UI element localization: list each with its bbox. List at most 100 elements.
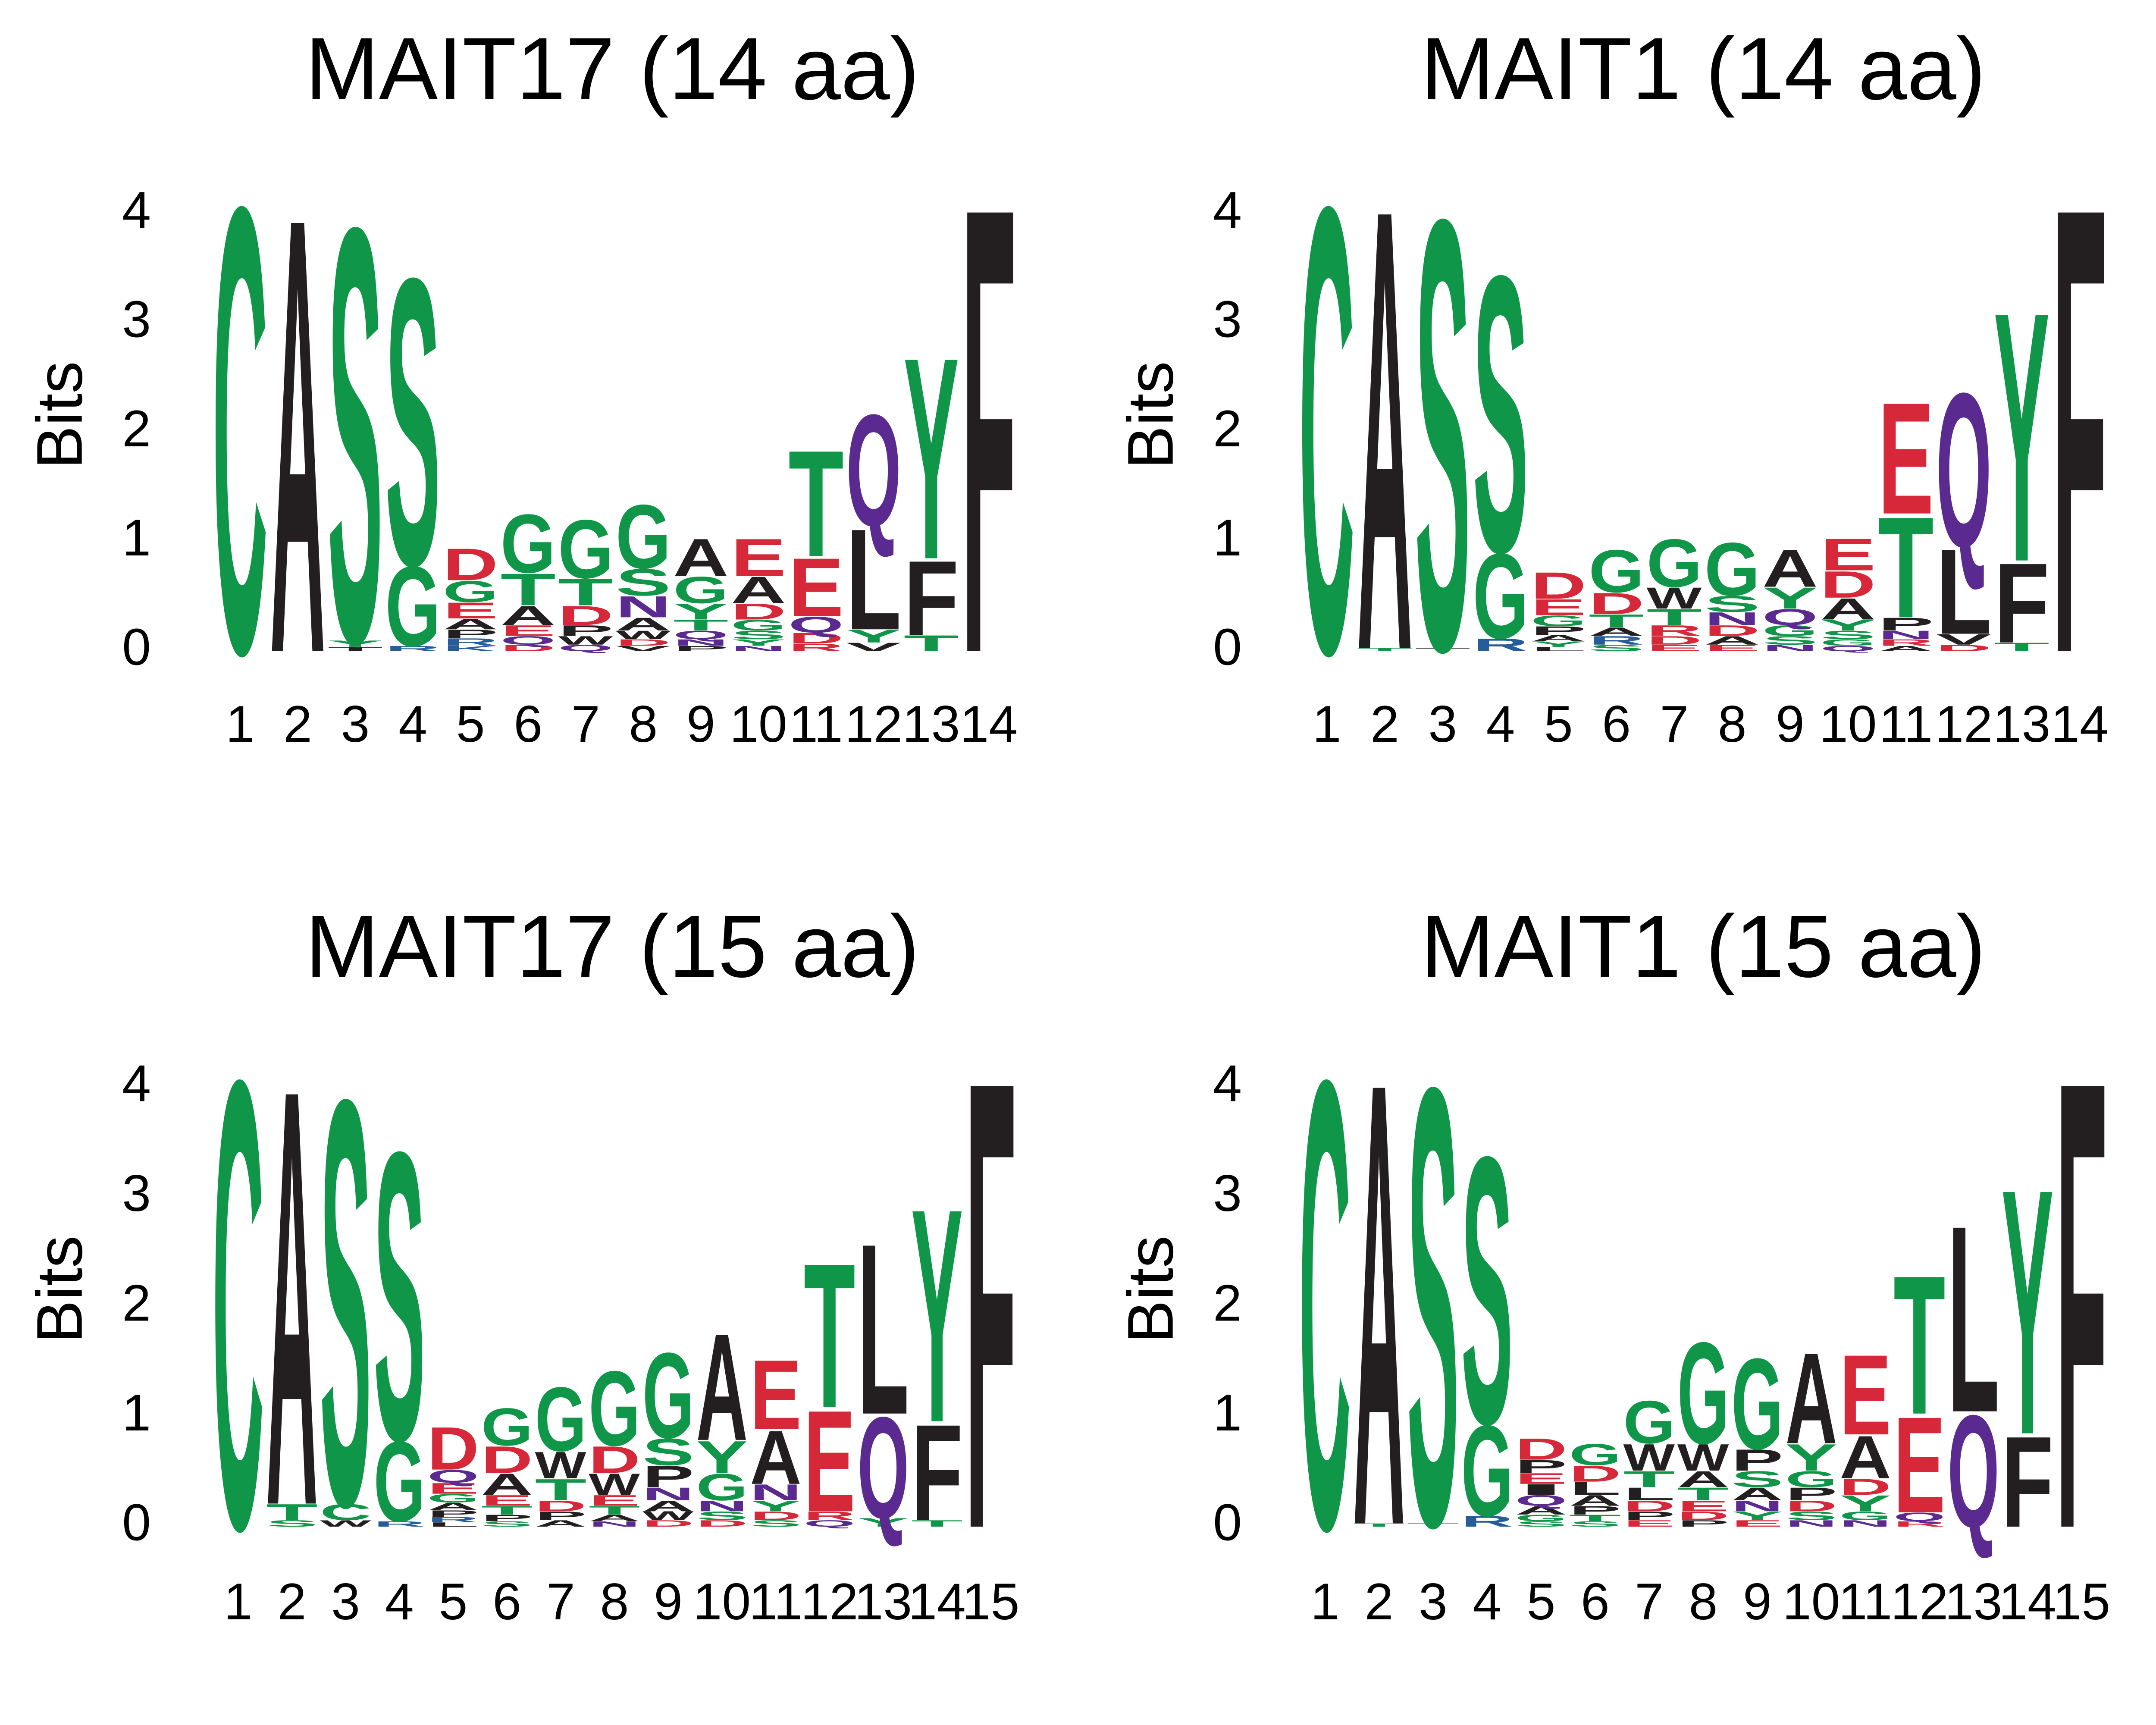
logo-letter: W — [1646, 581, 1702, 615]
y-tick-label: 4 — [1213, 181, 1242, 239]
logo-letter: C — [212, 947, 264, 1662]
logo-letter: N — [750, 1480, 802, 1505]
logo-stack: A — [270, 88, 325, 783]
logo-letter: N — [1786, 1518, 1837, 1529]
logo-stack: RGS — [385, 193, 440, 670]
logo-letter: D — [558, 600, 613, 631]
position-label: 6 — [492, 1573, 521, 1631]
y-tick-label: 2 — [122, 400, 151, 458]
logo-letter: G — [1623, 1389, 1675, 1456]
logo-letter: S — [373, 1066, 425, 1526]
position-label: 7 — [1660, 695, 1689, 753]
logo-letter: Y — [846, 626, 901, 646]
logo-letter: E — [1893, 1388, 1945, 1542]
y-tick-label: 4 — [122, 1054, 151, 1112]
logo-letter: G — [1731, 1332, 1783, 1477]
position-label: 14 — [960, 695, 1017, 753]
logo-letter: T — [1407, 1522, 1459, 1527]
logo-letter: S — [616, 561, 671, 603]
logo-letter: S — [642, 1430, 694, 1473]
y-tick-label: 2 — [1213, 1274, 1242, 1332]
logo-letter: A — [1705, 634, 1760, 647]
logo-letter: W — [558, 634, 613, 647]
logo-letter: G — [1705, 527, 1760, 612]
logo-letter: T — [481, 1503, 533, 1517]
logo-letter: D — [616, 637, 671, 648]
logo-letter: A — [589, 1513, 640, 1523]
logo-letter: A — [501, 600, 556, 631]
logo-stack: TS — [1407, 957, 1459, 1656]
logo-letter: S — [750, 1518, 802, 1529]
logo-letter: R — [1589, 634, 1644, 647]
logo-letter: A — [642, 1498, 694, 1515]
logo-letter: T — [1646, 604, 1702, 630]
logo-letter: N — [673, 637, 728, 648]
logo-letter: L — [846, 499, 901, 660]
position-label: 8 — [629, 695, 658, 753]
logo-stack: TFY — [911, 1146, 963, 1550]
logo-stack: RGS — [373, 1066, 425, 1546]
logo-letter: S — [320, 979, 372, 1627]
logo-letter: A — [673, 528, 728, 587]
y-tick-label: 0 — [1213, 618, 1242, 676]
logo-letter: V — [1936, 631, 1991, 648]
logo-letter: A — [1569, 1492, 1621, 1509]
logo-letter: E — [589, 1492, 640, 1509]
logo-letter: G — [673, 569, 728, 612]
logo-letter: C — [1299, 75, 1355, 787]
logo-letter: A — [481, 1467, 533, 1501]
logo-letter: G — [1589, 537, 1644, 605]
logo-letter: P — [673, 644, 728, 653]
logo-letter: Q — [1820, 644, 1876, 653]
position-label: 11 — [789, 695, 843, 753]
position-label: 1 — [1313, 695, 1341, 753]
logo-letter: S — [1473, 194, 1529, 635]
position-label: 12 — [1891, 1573, 1948, 1631]
logo-letter: T — [328, 646, 383, 652]
logo-letter: G — [1786, 1467, 1837, 1492]
logo-letter: G — [1473, 528, 1529, 664]
logo-letter: T — [535, 1473, 586, 1507]
position-label: 4 — [398, 695, 427, 753]
chart-title: MAIT17 (15 aa) — [305, 897, 919, 996]
logo-stack: F — [2056, 947, 2107, 1663]
logo-letter: A — [1878, 644, 1934, 653]
logo-letter: A — [696, 1302, 748, 1473]
logo-letter: A — [1515, 1504, 1567, 1517]
chart-title: MAIT1 (14 aa) — [1421, 19, 1986, 118]
logo-letter: S — [1515, 1520, 1567, 1528]
logo-letter: D — [1569, 1461, 1621, 1487]
logo-letter: N — [696, 1498, 748, 1515]
logo-letter: D — [788, 630, 843, 647]
logo-letter: S — [1415, 91, 1470, 778]
logo-letter: R — [427, 1515, 479, 1524]
logo-letter: E — [1515, 1470, 1567, 1487]
logo-letter: E — [788, 540, 843, 634]
logo-letter: D — [443, 539, 498, 590]
logo-letter: T — [589, 1503, 640, 1517]
logo-letter: T — [1878, 487, 1934, 648]
logo-letter: R — [373, 1520, 425, 1528]
logo-letter: F — [965, 947, 1017, 1663]
position-label: 10 — [730, 695, 787, 753]
logo-letter: Q — [846, 381, 901, 559]
logo-letter: G — [731, 617, 786, 634]
logo-letter: W — [1623, 1436, 1675, 1479]
logo-letter: Q — [558, 643, 613, 653]
logo-letter: S — [1589, 643, 1644, 653]
position-label: 12 — [1935, 695, 1993, 753]
logo-letter: R — [1473, 635, 1529, 655]
logo-letter: N — [589, 1520, 640, 1528]
position-label: 3 — [341, 695, 370, 753]
position-label: 3 — [1419, 1573, 1448, 1631]
